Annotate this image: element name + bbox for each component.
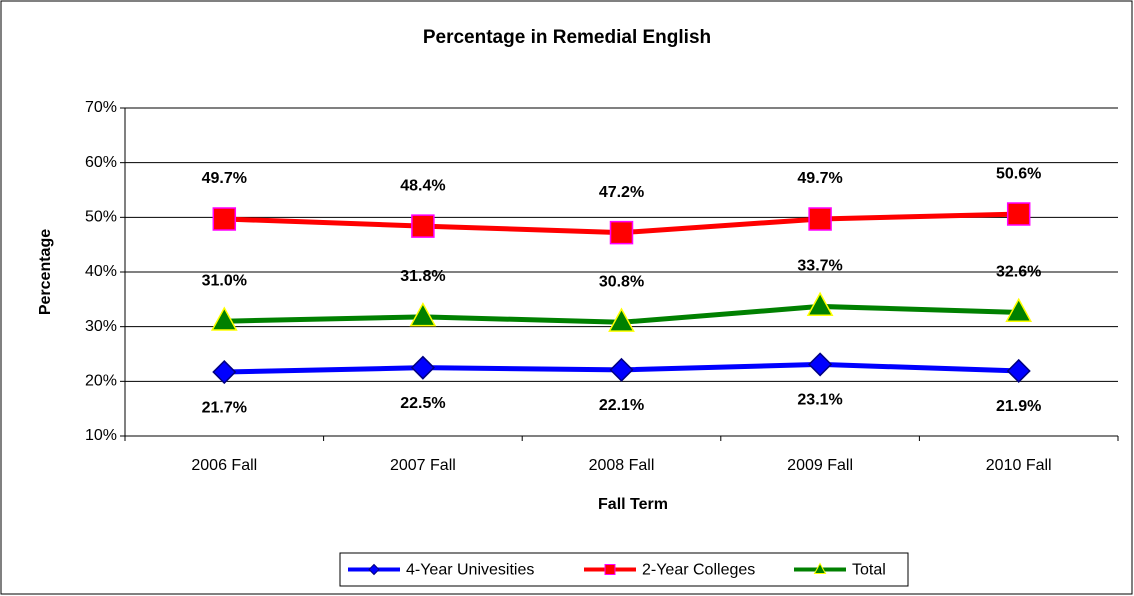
legend-label: 4-Year Univesities (406, 562, 534, 579)
data-label: 31.8% (400, 268, 445, 285)
marker (212, 207, 237, 231)
marker (1005, 297, 1033, 323)
y-tick-label: 70% (85, 99, 117, 116)
marker (212, 359, 237, 385)
marker (808, 207, 832, 231)
marker (368, 563, 380, 576)
y-tick-label: 20% (85, 373, 117, 390)
x-tick-label: 2008 Fall (589, 457, 655, 474)
x-axis-label: Fall Term (598, 496, 668, 513)
y-tick-label: 40% (85, 263, 117, 280)
marker (210, 306, 238, 331)
chart-title: Percentage in Remedial English (423, 27, 711, 48)
data-label: 32.6% (996, 264, 1041, 281)
marker (409, 302, 437, 327)
data-label: 47.2% (599, 184, 644, 201)
x-tick-label: 2006 Fall (191, 457, 257, 474)
y-tick-label: 10% (85, 427, 117, 444)
marker (1006, 358, 1031, 384)
marker (813, 562, 827, 574)
y-tick-label: 30% (85, 318, 117, 335)
data-label: 49.7% (202, 170, 247, 187)
data-label: 33.7% (797, 258, 842, 275)
y-tick-label: 50% (85, 209, 117, 226)
data-label: 21.7% (202, 399, 247, 416)
legend-label: 2-Year Colleges (642, 562, 755, 579)
marker (1006, 202, 1031, 226)
data-label: 22.5% (400, 395, 445, 412)
x-tick-label: 2009 Fall (787, 457, 853, 474)
marker (609, 220, 634, 245)
data-label: 31.0% (202, 272, 247, 289)
data-label: 50.6% (996, 165, 1041, 182)
data-label: 48.4% (400, 177, 445, 194)
data-label: 22.1% (599, 397, 644, 414)
data-label: 23.1% (797, 392, 842, 409)
data-label: 30.8% (599, 274, 644, 291)
marker (411, 214, 435, 238)
x-tick-label: 2010 Fall (986, 457, 1052, 474)
legend-label: Total (852, 562, 886, 579)
marker (410, 355, 435, 380)
marker (604, 564, 616, 575)
y-axis-label: Percentage (37, 229, 54, 315)
marker (808, 352, 833, 377)
marker (609, 357, 634, 382)
x-tick-label: 2007 Fall (390, 457, 456, 474)
y-tick-label: 60% (85, 154, 117, 171)
marker (608, 307, 635, 332)
data-label: 49.7% (797, 170, 842, 187)
marker (806, 291, 834, 316)
data-label: 21.9% (996, 398, 1041, 415)
